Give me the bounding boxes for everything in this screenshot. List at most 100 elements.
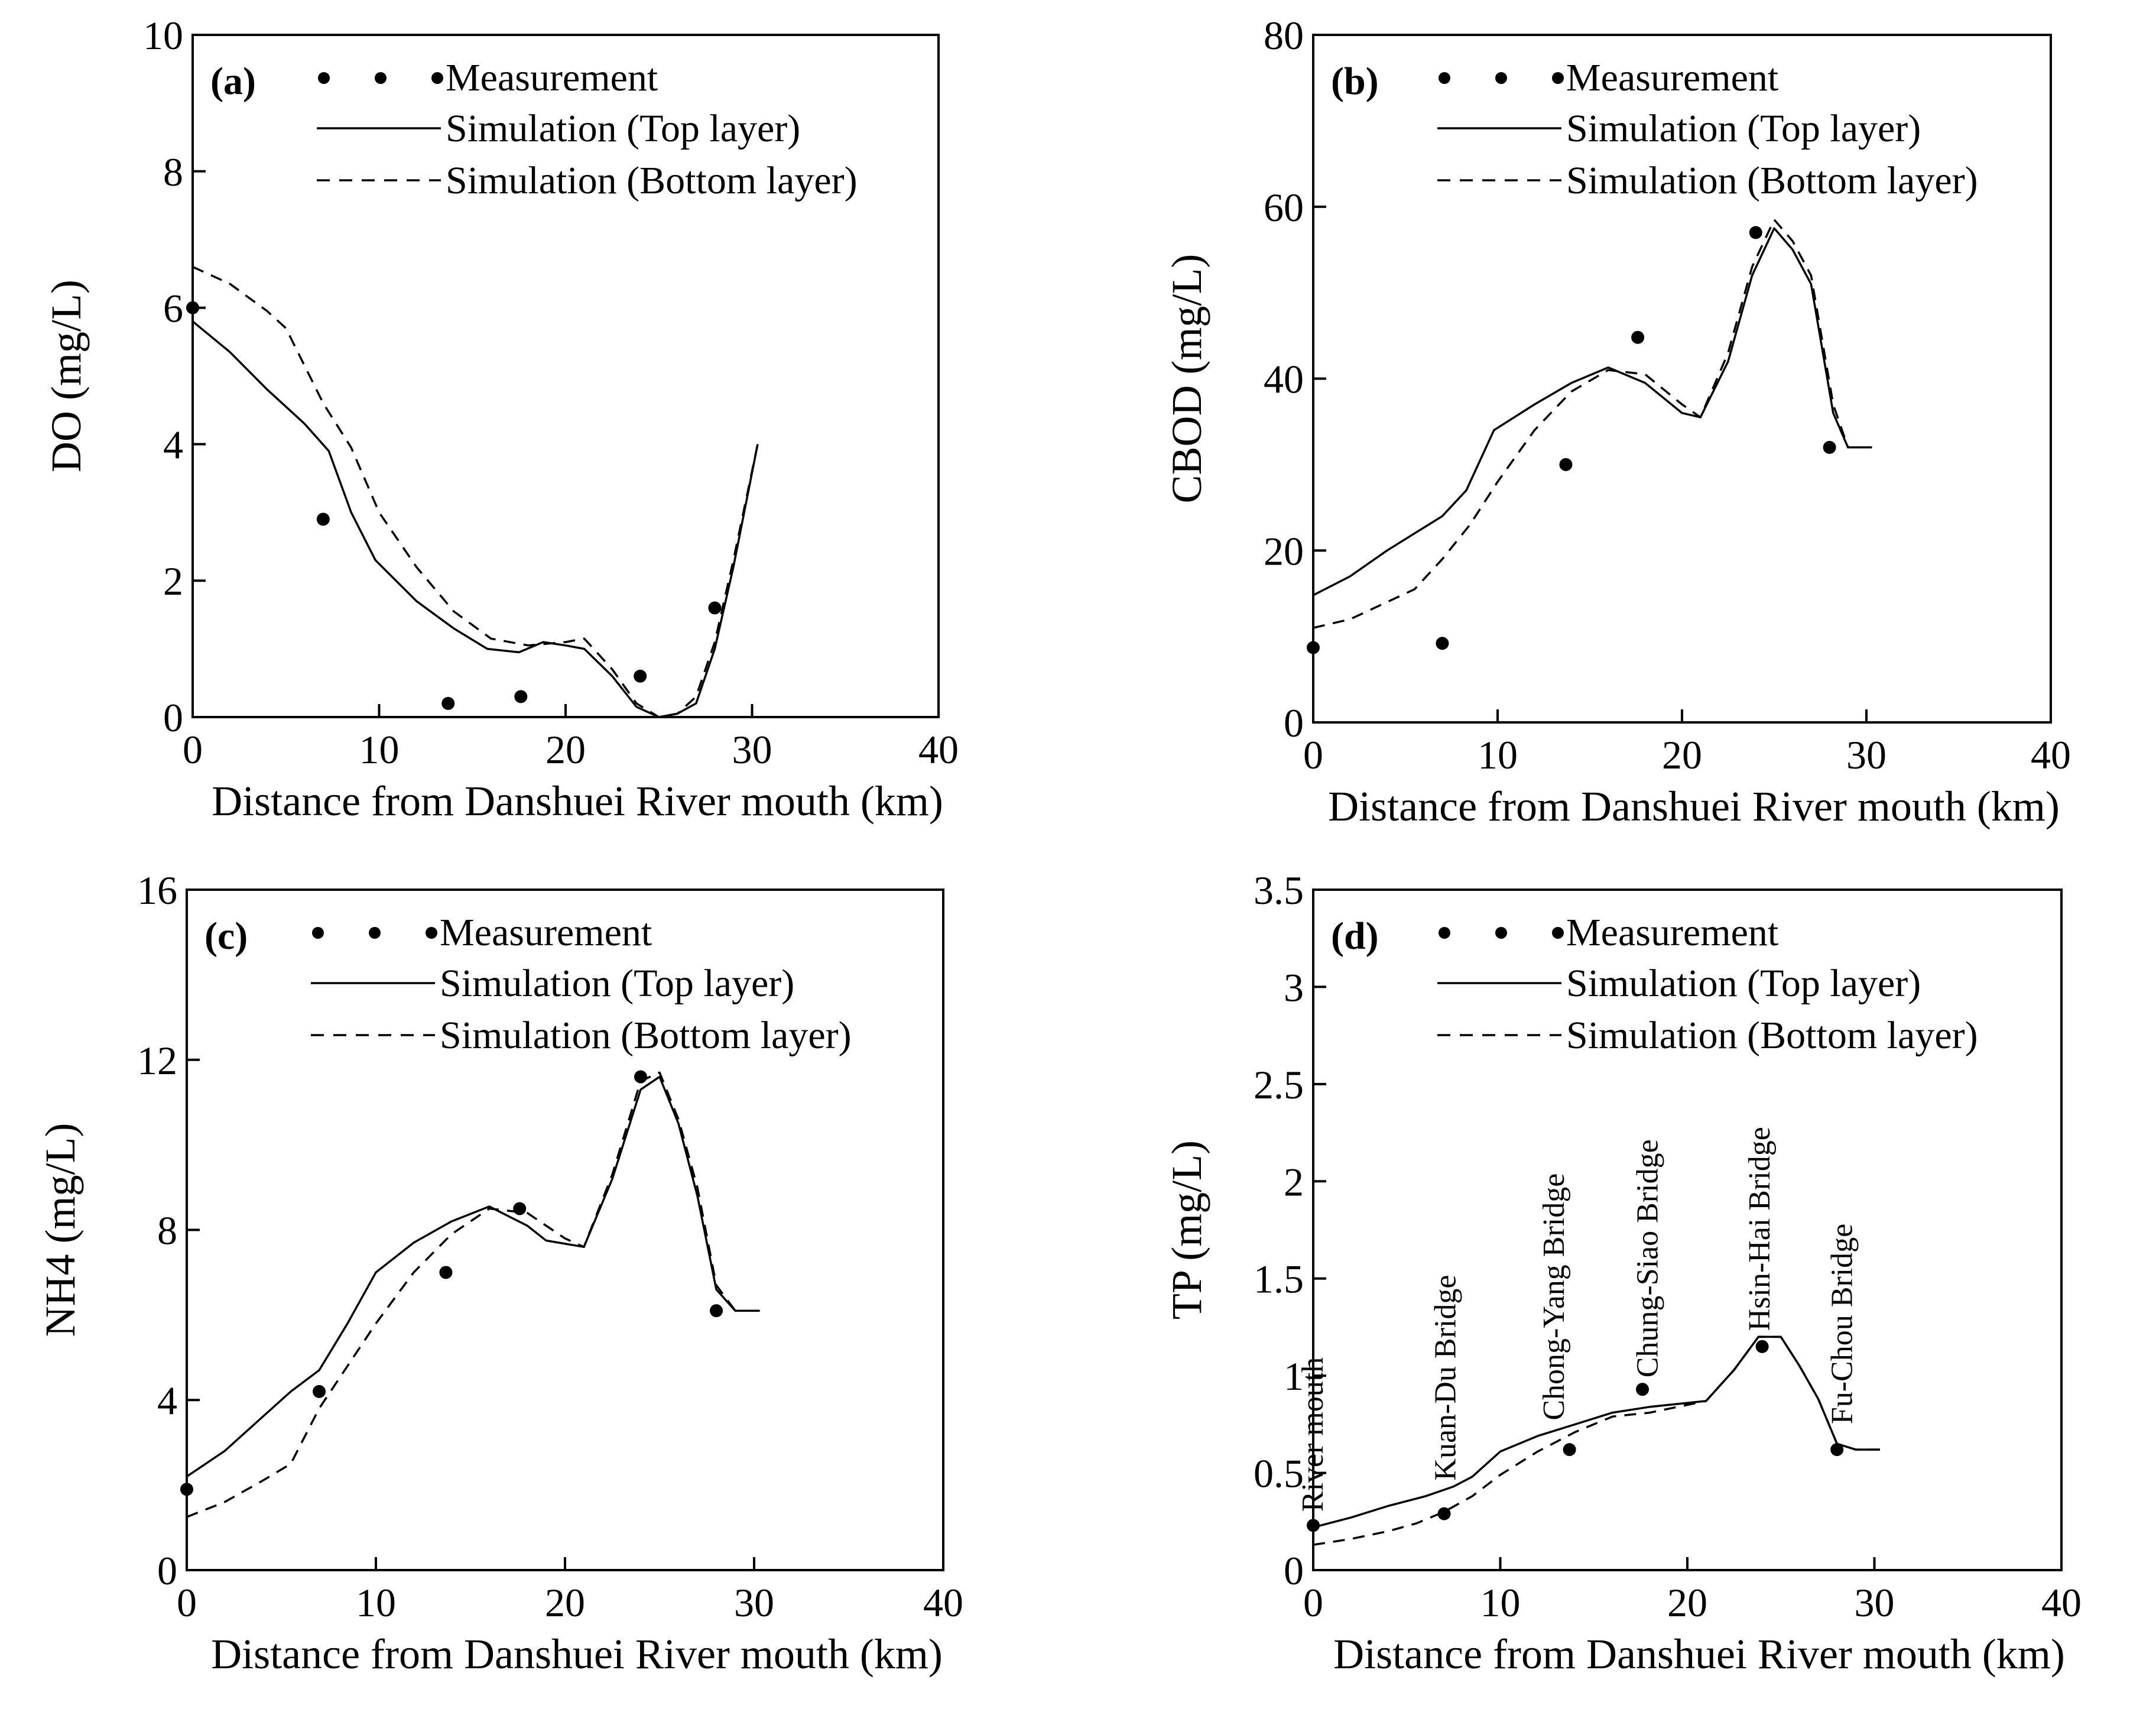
series-line-top-layer — [186, 1075, 760, 1478]
y-axis-title: CBOD (mg/L) — [1163, 254, 1210, 504]
measurement-point — [313, 1384, 326, 1398]
measurement-point — [1631, 330, 1645, 344]
y-tick-label: 0 — [1284, 701, 1304, 745]
x-tick-label: 40 — [918, 727, 959, 772]
series-line-bottom-layer — [1313, 1335, 1880, 1546]
x-tick-label: 20 — [546, 727, 586, 772]
series-line-bottom-layer — [192, 265, 759, 718]
legend-marker-measurement — [375, 72, 387, 84]
series-line-top-layer — [191, 320, 759, 718]
y-tick-label: 80 — [1264, 13, 1304, 58]
x-axis-title: Distance from Danshuei River mouth (km) — [211, 1630, 943, 1678]
x-tick-label: 0 — [1303, 1580, 1323, 1625]
y-tick-label: 10 — [143, 13, 183, 58]
y-tick-label: 60 — [1264, 185, 1304, 230]
y-axis-title: NH4 (mg/L) — [37, 1123, 84, 1337]
x-tick-label: 10 — [1480, 1580, 1521, 1625]
measurement-point — [1823, 440, 1836, 454]
x-tick-label: 30 — [734, 1580, 774, 1625]
measurement-point — [1307, 641, 1320, 654]
x-tick-label: 40 — [2041, 1580, 2082, 1625]
measurement-point — [1755, 1340, 1769, 1353]
chart-panel-c: 0 10 20 30 40 0 4 8 12 16 Distance from Danshuei R… — [37, 868, 963, 1678]
panel-label: (c) — [204, 915, 248, 958]
legend-label-bottom-layer: Simulation (Bottom layer) — [1566, 159, 1978, 202]
legend-marker-measurement — [318, 72, 330, 84]
x-tick-label: 20 — [1662, 732, 1702, 777]
measurement-point — [708, 601, 722, 615]
x-tick-label: 10 — [1478, 732, 1518, 777]
legend-label-measurement: Measurement — [1566, 911, 1778, 954]
legend-marker-measurement — [1495, 72, 1507, 84]
y-tick-label: 40 — [1264, 357, 1304, 402]
legend-marker-measurement — [1552, 72, 1564, 84]
legend-label-measurement: Measurement — [1566, 56, 1778, 99]
legend-marker-measurement — [312, 927, 324, 939]
location-annotation: River mouth — [1296, 1357, 1330, 1512]
series-line-bottom-layer — [1313, 218, 1872, 629]
x-axis-title: Distance from Danshuei River mouth (km) — [1333, 1630, 2065, 1678]
legend-marker-measurement — [1552, 927, 1564, 939]
x-tick-label: 10 — [359, 727, 400, 772]
legend-label-measurement: Measurement — [440, 911, 652, 954]
y-tick-label: 3 — [1284, 965, 1304, 1010]
measurement-point — [634, 669, 647, 683]
measurement-point — [1559, 458, 1573, 471]
y-tick-label: 8 — [157, 1208, 177, 1253]
location-annotation: Kuan-Du Bridge — [1429, 1275, 1463, 1481]
x-tick-label: 20 — [1667, 1580, 1707, 1625]
legend-label-bottom-layer: Simulation (Bottom layer) — [440, 1014, 852, 1057]
x-tick-label: 30 — [732, 727, 772, 772]
x-tick-label: 10 — [356, 1580, 396, 1625]
series-line-top-layer — [1313, 1335, 1880, 1529]
y-tick-label: 8 — [163, 150, 183, 194]
chart-panel-a: 0 10 20 30 40 0 2 4 6 8 10 Distance from Danshuei R… — [43, 13, 959, 825]
x-tick-label: 40 — [923, 1580, 963, 1625]
x-tick-label: 30 — [1846, 732, 1886, 777]
measurement-point — [316, 513, 330, 526]
legend-label-bottom-layer: Simulation (Bottom layer) — [446, 159, 858, 202]
location-annotation: Fu-Chou Bridge — [1826, 1224, 1859, 1424]
y-axis-title: TP (mg/L) — [1163, 1140, 1210, 1319]
location-annotation: Chung-Siao Bridge — [1631, 1139, 1664, 1377]
measurement-point — [1307, 1519, 1320, 1532]
y-tick-label: 2.5 — [1254, 1062, 1304, 1107]
y-tick-label: 0 — [157, 1548, 177, 1593]
x-axis-title: Distance from Danshuei River mouth (km) — [1328, 783, 2060, 830]
measurement-point — [514, 690, 528, 703]
measurement-point — [634, 1070, 647, 1084]
series-line-bottom-layer — [186, 1071, 760, 1518]
x-tick-label: 40 — [2031, 732, 2071, 777]
legend-label-measurement: Measurement — [446, 56, 658, 99]
y-tick-label: 16 — [137, 868, 177, 913]
legend-marker-measurement — [426, 927, 437, 939]
y-axis-title: DO (mg/L) — [43, 280, 90, 472]
location-annotation: Hsin-Hai Bridge — [1743, 1127, 1777, 1331]
legend-label-top-layer: Simulation (Top layer) — [1566, 107, 1921, 150]
measurement-point — [1636, 1383, 1650, 1396]
legend-marker-measurement — [1495, 927, 1507, 939]
y-tick-label: 4 — [157, 1378, 177, 1423]
x-axis-title: Distance from Danshuei River mouth (km) — [212, 777, 943, 825]
measurement-point — [439, 1266, 453, 1279]
legend-marker-measurement — [369, 927, 381, 939]
measurement-point — [1437, 1507, 1451, 1520]
x-tick-label: 30 — [1855, 1580, 1895, 1625]
legend-marker-measurement — [431, 72, 443, 84]
y-tick-label: 3.5 — [1254, 868, 1304, 913]
panel-label: (d) — [1331, 915, 1379, 958]
x-tick-label: 20 — [545, 1580, 585, 1625]
chart-panel-b: 0 10 20 30 40 0 20 40 60 80 Distance from Danshuei… — [1163, 13, 2071, 830]
legend-marker-measurement — [1439, 927, 1450, 939]
legend-label-top-layer: Simulation (Top layer) — [446, 107, 800, 150]
measurement-point — [1830, 1443, 1844, 1457]
panel-label: (a) — [210, 60, 256, 103]
y-tick-label: 2 — [163, 559, 183, 604]
x-tick-label: 0 — [183, 727, 203, 772]
series-line-top-layer — [1313, 227, 1872, 596]
chart-panel-d: 0 10 20 30 40 0 0.5 1 1.5 2 2.5 3 3.5 Distance from D… — [1163, 868, 2082, 1678]
y-tick-label: 1.5 — [1254, 1257, 1304, 1302]
panel-label: (b) — [1331, 60, 1379, 103]
y-tick-label: 0.5 — [1254, 1451, 1304, 1496]
